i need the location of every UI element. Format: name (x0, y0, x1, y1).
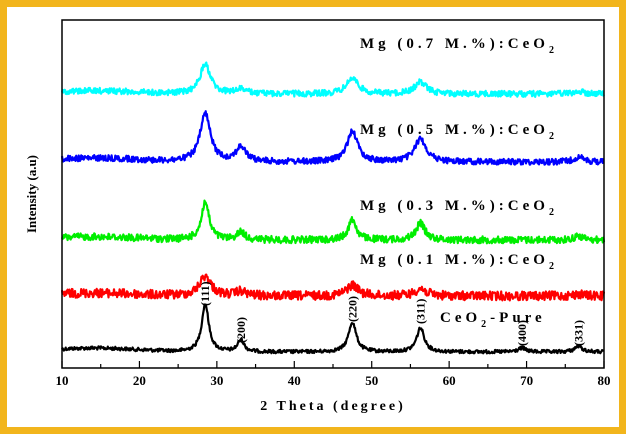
series-label-subscript: 2 (549, 131, 558, 142)
x-tick-label: 40 (288, 373, 301, 388)
series-label-main: Mg (0.1 M.%):CeO (360, 252, 549, 268)
series-line (60, 273, 606, 302)
series-traces (60, 61, 606, 355)
series-line (60, 110, 605, 166)
peak-label: (400) (515, 320, 529, 346)
series-label-main: Mg (0.5 M.%):CeO (360, 122, 549, 138)
series-label-tail: -Pure (490, 310, 546, 326)
peak-label: (111) (198, 281, 212, 306)
peak-labels: (111) (200) (220) (311) (400) (331) (198, 281, 585, 346)
x-tick-label: 70 (520, 373, 533, 388)
x-tick-label: 80 (598, 373, 611, 388)
peak-label: (220) (345, 296, 359, 322)
series-label-subscript: 2 (549, 207, 558, 218)
series-line (60, 199, 606, 245)
x-axis-label: 2 Theta (degree) (260, 399, 405, 414)
series-line (60, 61, 605, 98)
series-label-subscript: 2 (549, 261, 558, 272)
series-label-subscript: 2 (549, 45, 558, 56)
series-label-main: Mg (0.7 M.%):CeO (360, 36, 549, 52)
x-tick-label: 60 (443, 373, 456, 388)
series-label: Mg (0.1 M.%):CeO2 (360, 252, 558, 272)
x-tick-label: 30 (210, 373, 223, 388)
series-line (61, 303, 605, 355)
peak-label: (331) (571, 320, 585, 346)
series-label: CeO2-Pure (440, 310, 546, 330)
series-label-main: CeO (440, 310, 481, 326)
series-label-subscript: 2 (481, 319, 490, 330)
y-axis-label: Intensity (a.u) (24, 155, 39, 233)
x-tick-label: 50 (365, 373, 378, 388)
peak-label: (200) (234, 317, 248, 343)
x-tick-label: 10 (56, 373, 69, 388)
x-axis-ticks: 10 20 30 40 50 60 70 80 (56, 361, 611, 388)
series-label-main: Mg (0.3 M.%):CeO (360, 198, 549, 214)
series-label: Mg (0.5 M.%):CeO2 (360, 122, 558, 142)
x-tick-label: 20 (133, 373, 146, 388)
series-label: Mg (0.7 M.%):CeO2 (360, 36, 558, 56)
series-label: Mg (0.3 M.%):CeO2 (360, 198, 558, 218)
peak-label: (311) (413, 299, 427, 324)
